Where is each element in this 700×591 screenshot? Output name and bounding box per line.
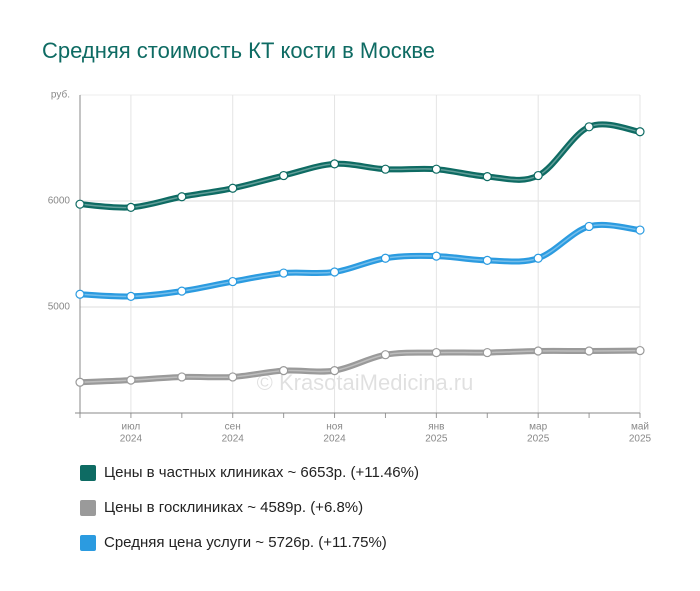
series-line: [79, 221, 641, 300]
data-point: [431, 251, 441, 261]
x-tick-label: янв: [428, 422, 444, 433]
legend-swatch: [80, 535, 96, 551]
data-point: [279, 268, 289, 278]
data-point: [228, 372, 238, 382]
data-point: [635, 127, 645, 137]
y-tick-label: 6000: [48, 196, 71, 207]
data-point: [533, 346, 543, 356]
x-tick-label: ноя: [326, 422, 343, 433]
data-point: [482, 255, 492, 265]
x-tick-year: 2024: [222, 434, 245, 445]
x-tick-label: июл: [122, 422, 141, 433]
data-point: [126, 375, 136, 385]
x-tick-label: май: [631, 422, 649, 433]
x-tick-label: сен: [225, 422, 241, 433]
x-tick-label: мар: [529, 422, 547, 433]
data-point: [329, 267, 340, 277]
x-tick-year: 2025: [629, 434, 652, 445]
y-tick-label: 5000: [48, 302, 71, 313]
legend-label: Цены в частных клиниках ~ 6653р. (+11.46…: [104, 464, 419, 481]
data-point: [75, 377, 85, 387]
series-line-highlight: [79, 224, 641, 298]
data-point: [533, 170, 543, 181]
data-point: [533, 253, 543, 263]
chart-title: Средняя стоимость КТ кости в Москве: [42, 38, 435, 63]
data-point: [126, 291, 136, 301]
series-line-highlight: [79, 123, 641, 209]
data-point: [584, 221, 594, 232]
data-point: [380, 350, 391, 360]
data-point: [380, 253, 391, 263]
data-point: [329, 159, 340, 169]
data-point: [177, 372, 187, 382]
data-point: [329, 366, 340, 376]
legend-swatch: [80, 500, 96, 516]
data-point: [279, 366, 289, 376]
data-point: [431, 347, 441, 358]
data-point: [635, 225, 645, 235]
data-point: [228, 276, 238, 287]
x-tick-year: 2024: [120, 434, 143, 445]
data-point: [75, 289, 85, 299]
data-point: [482, 347, 492, 358]
data-point: [431, 164, 441, 174]
data-point: [126, 202, 136, 212]
data-point: [482, 172, 492, 182]
legend-label: Средняя цена услуги ~ 5726р. (+11.75%): [104, 534, 387, 551]
watermark: © KrasotaiMedicina.ru: [257, 370, 474, 395]
data-point: [228, 183, 238, 193]
data-point: [177, 192, 187, 202]
data-point: [279, 170, 289, 181]
data-point: [177, 286, 187, 296]
x-tick-year: 2025: [527, 434, 550, 445]
y-axis-label: руб.: [51, 89, 70, 101]
x-tick-year: 2025: [425, 434, 448, 445]
x-tick-year: 2024: [323, 434, 346, 445]
data-point: [584, 122, 594, 132]
data-point: [380, 164, 391, 174]
data-point: [75, 199, 85, 209]
data-point: [635, 345, 645, 356]
data-point: [584, 346, 594, 356]
legend-swatch: [80, 465, 96, 481]
legend-label: Цены в госклиниках ~ 4589р. (+6.8%): [104, 499, 363, 516]
